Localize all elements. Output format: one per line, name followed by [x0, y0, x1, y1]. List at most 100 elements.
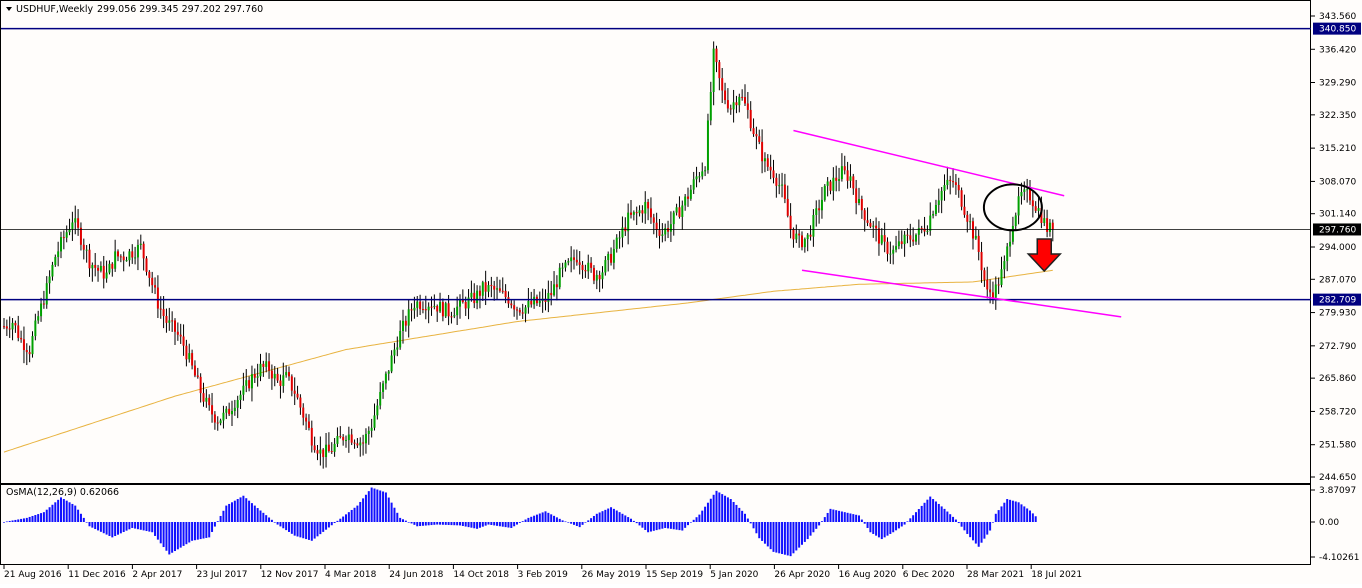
osma-bar [359, 501, 362, 522]
osma-bar [136, 522, 139, 530]
candle [741, 89, 744, 101]
osma-bar [1023, 506, 1026, 522]
y-tick-label: 343.560 [1319, 12, 1356, 22]
drawn-objects-layer[interactable] [1, 27, 1311, 318]
osma-bar [889, 522, 892, 534]
candle [934, 199, 937, 217]
candle [202, 382, 205, 407]
osma-bar [533, 515, 536, 522]
candle [356, 438, 359, 449]
osma-bar [182, 522, 185, 546]
osma-bar [618, 512, 621, 522]
osma-bar [846, 512, 849, 522]
osma-bar [684, 522, 687, 528]
osma-bar [687, 522, 689, 526]
osma-bar [706, 502, 709, 522]
price-label-box [1313, 293, 1361, 306]
candle [196, 367, 199, 379]
osma-bar [772, 522, 775, 552]
down-arrow-icon[interactable] [1026, 238, 1062, 273]
candle [664, 223, 667, 242]
candle [946, 166, 949, 190]
osma-bar [151, 522, 154, 533]
osma-bar [595, 513, 598, 522]
osma-bar [68, 502, 71, 522]
channel-lower-line[interactable] [801, 269, 1122, 318]
candle [869, 218, 872, 229]
candle [761, 129, 764, 174]
candle [895, 235, 898, 253]
osma-bar [407, 522, 410, 523]
candle [689, 184, 692, 201]
osma-bar [840, 511, 843, 522]
osma-bar [481, 522, 484, 527]
candle [444, 301, 447, 319]
chevron-down-icon[interactable] [6, 7, 12, 11]
y-tick-label: 322.350 [1319, 111, 1356, 121]
candle [615, 234, 618, 253]
candle [168, 307, 171, 331]
candle [954, 174, 957, 195]
candle [553, 271, 556, 297]
candle [51, 261, 54, 281]
candle [496, 276, 499, 301]
osma-bar [393, 507, 396, 522]
axes-layer: 343.560 336.420 329.290 322.350 315.210 308.0… [3, 12, 1361, 580]
candle [781, 172, 784, 198]
osma-bar [199, 522, 202, 540]
osma-bar [154, 522, 157, 536]
candle [145, 256, 148, 276]
osma-bar [57, 499, 60, 522]
candle [188, 343, 191, 363]
candle [638, 205, 641, 217]
candle [481, 280, 484, 302]
candle [1034, 201, 1037, 214]
candle [211, 392, 214, 423]
candle [706, 113, 709, 174]
candle [37, 310, 40, 324]
osma-bar [42, 512, 45, 522]
osma-bar [82, 517, 85, 522]
candle [972, 217, 974, 250]
candle [704, 166, 707, 177]
osma-bar [778, 522, 781, 554]
osma-bar [404, 520, 407, 522]
candle [399, 320, 402, 350]
osma-bar [447, 522, 450, 525]
osma-bar [350, 509, 353, 522]
candle [812, 209, 815, 247]
candle [493, 280, 496, 301]
osma-bar [897, 522, 900, 529]
osma-bar [632, 520, 635, 522]
osma-bar [541, 512, 544, 522]
osma-bar [835, 510, 838, 522]
y-tick-label: 251.580 [1319, 441, 1356, 451]
osma-bar [299, 522, 302, 538]
candle [467, 289, 470, 320]
osma-bar [929, 496, 932, 522]
price-label: 297.760 [1319, 225, 1356, 235]
highlight-circle[interactable] [982, 183, 1043, 232]
candle [20, 330, 23, 343]
osma-bar [649, 522, 652, 532]
osma-bar [185, 522, 188, 545]
osma-bar [476, 522, 479, 529]
osma-bar [573, 522, 575, 525]
osma-bar [253, 505, 256, 522]
osma-bar [108, 522, 111, 536]
y-tick-label: 258.720 [1319, 407, 1356, 417]
indicator-y-tick-label: 3.87097 [1319, 486, 1356, 496]
osma-bar [225, 505, 228, 522]
candle [68, 218, 71, 236]
candle [823, 184, 826, 202]
osma-bar [997, 510, 1000, 522]
osma-bar [584, 522, 587, 523]
candle [276, 367, 279, 383]
osma-bar [165, 522, 168, 551]
candle [644, 191, 647, 224]
candle [957, 177, 960, 198]
osma-bar [236, 499, 239, 522]
osma-bar [470, 522, 473, 528]
